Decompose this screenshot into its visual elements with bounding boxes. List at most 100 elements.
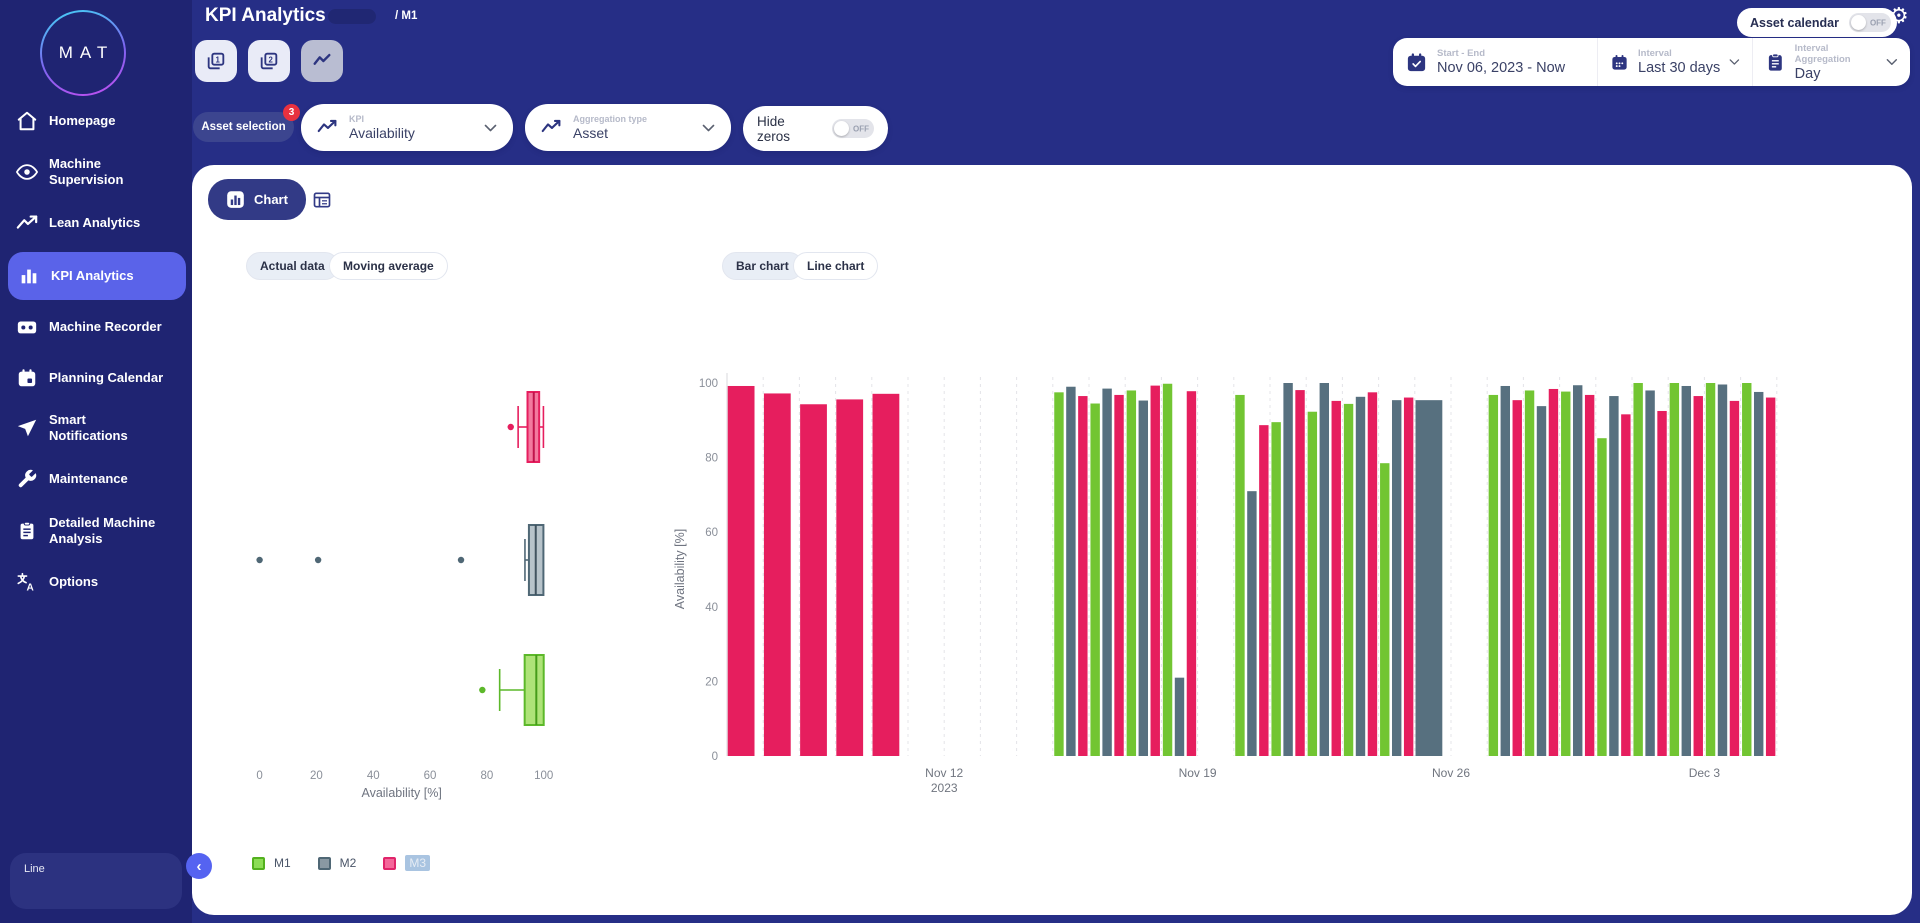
sidebar-item-lean-analytics[interactable]: Lean Analytics — [0, 205, 192, 241]
sidebar-collapse-button[interactable]: ‹ — [186, 853, 212, 879]
asset-calendar-label: Asset calendar — [1750, 15, 1839, 30]
line-tooltip-text: Line — [24, 863, 45, 875]
legend-swatch-m1 — [252, 856, 265, 870]
aggregation-type-dropdown[interactable]: Aggregation type Asset — [525, 104, 731, 151]
recorder-icon — [16, 316, 38, 338]
calendar-icon — [16, 367, 38, 389]
actual-data-button[interactable]: Actual data — [246, 252, 339, 280]
clipboard-icon — [16, 520, 38, 542]
svg-text:1: 1 — [216, 55, 221, 64]
legend-label: M3 — [405, 855, 431, 871]
sidebar-item-label: Maintenance — [49, 470, 128, 486]
aggregation-trend-icon — [541, 119, 561, 133]
chart-tab-icon — [227, 191, 244, 208]
svg-text:40: 40 — [367, 770, 380, 782]
interval-value: Last 30 days — [1638, 60, 1721, 76]
view-split-button[interactable]: 2 — [248, 40, 290, 82]
sidebar-item-kpi-analytics[interactable]: KPI Analytics — [8, 252, 186, 300]
sidebar-item-options[interactable]: A Options — [0, 564, 192, 600]
sidebar-item-machine-supervision[interactable]: Machine Supervision — [0, 150, 192, 194]
view-trend-button[interactable] — [301, 40, 343, 82]
bar-chart-icon — [18, 265, 40, 287]
legend-item-m1[interactable]: M1 — [252, 856, 291, 870]
asset-calendar-switch[interactable]: OFF — [1848, 13, 1891, 32]
asset-calendar-toggle[interactable]: Asset calendar OFF — [1737, 8, 1897, 37]
svg-text:Availability [%]: Availability [%] — [361, 786, 441, 800]
interval-aggregation-label: Interval Aggregation — [1794, 42, 1851, 65]
date-range-bar: Start - End Nov 06, 2023 - Now Interval … — [1393, 38, 1910, 86]
sidebar-item-homepage[interactable]: Homepage — [0, 103, 192, 139]
legend-label: M2 — [339, 856, 357, 870]
clipboard-icon — [1768, 52, 1782, 71]
kpi-dropdown[interactable]: KPI Availability — [301, 104, 513, 151]
sidebar-item-label: KPI Analytics — [51, 267, 134, 283]
svg-text:80: 80 — [705, 453, 718, 465]
kpi-value: Availability — [349, 125, 415, 141]
kpi-trend-icon — [317, 119, 337, 133]
hide-zeros-control: Hide zeros OFF — [743, 106, 888, 151]
gear-icon[interactable]: ⚙ — [1889, 4, 1909, 29]
sidebar-item-machine-recorder[interactable]: Machine Recorder — [0, 309, 192, 345]
svg-text:20: 20 — [310, 770, 323, 782]
sidebar-item-label: Detailed Machine Analysis — [49, 514, 156, 546]
hide-zeros-label: Hide zeros — [757, 113, 791, 144]
wrench-icon — [16, 468, 38, 490]
logo-text: MAT — [58, 43, 115, 62]
trend-line-icon — [313, 53, 331, 65]
svg-text:0: 0 — [256, 770, 262, 782]
view-single-button[interactable]: 1 — [195, 40, 237, 82]
tab-chart-label: Chart — [254, 192, 288, 207]
line-tooltip: Line — [10, 853, 182, 909]
tab-table[interactable] — [312, 190, 332, 210]
svg-text:2023: 2023 — [931, 781, 958, 795]
translate-icon: A — [16, 571, 38, 593]
svg-text:A: A — [27, 582, 35, 593]
svg-text:Nov 26: Nov 26 — [1432, 766, 1470, 780]
legend-item-m3[interactable]: M3 — [383, 855, 431, 871]
trending-up-icon — [16, 212, 38, 234]
home-icon — [16, 110, 38, 132]
sidebar-item-label: Smart Notifications — [49, 411, 128, 443]
moving-average-button[interactable]: Moving average — [329, 252, 448, 280]
bar-chart-button[interactable]: Bar chart — [722, 252, 803, 280]
chevron-down-icon — [1886, 59, 1898, 65]
sidebar-item-smart-notifications[interactable]: Smart Notifications — [0, 406, 192, 450]
legend-item-m2[interactable]: M2 — [317, 856, 357, 870]
sidebar-item-planning-calendar[interactable]: Planning Calendar — [0, 360, 192, 396]
tab-chart[interactable]: Chart — [208, 179, 306, 220]
asset-selection-badge: 3 — [283, 104, 300, 121]
breadcrumb: / M1 — [395, 10, 418, 22]
charts-canvas: 0 20 40 60 80 100 Availability [%] 0 20 40 60 80 100… — [256, 373, 1778, 800]
svg-text:0: 0 — [712, 751, 718, 763]
layers-1-icon: 1 — [207, 52, 225, 70]
start-end-value: Nov 06, 2023 - Now — [1437, 60, 1566, 76]
asset-selection-label: Asset selection — [201, 121, 286, 133]
app-logo: MAT — [40, 10, 126, 96]
sidebar-item-detailed-machine-analysis[interactable]: Detailed Machine Analysis — [0, 509, 192, 553]
chart-panel: Chart Actual data Moving average Bar cha… — [192, 165, 1912, 915]
page-title: KPI Analytics — [205, 5, 326, 26]
sidebar-item-label: Machine Recorder — [49, 318, 162, 334]
svg-text:20: 20 — [705, 676, 718, 688]
chevron-left-icon: ‹ — [196, 857, 202, 875]
interval-aggregation-select[interactable]: Interval Aggregation Day — [1752, 38, 1910, 86]
eye-icon — [16, 161, 38, 183]
calendar-icon — [1612, 54, 1627, 70]
start-end-picker[interactable]: Start - End Nov 06, 2023 - Now — [1393, 38, 1597, 86]
title-placeholder — [328, 9, 376, 24]
send-icon — [16, 417, 38, 439]
svg-text:Nov 12: Nov 12 — [925, 766, 963, 780]
chart-legend: M1 M2 M3 — [252, 855, 431, 871]
svg-text:40: 40 — [705, 602, 718, 614]
sidebar-item-maintenance[interactable]: Maintenance — [0, 461, 192, 497]
legend-swatch-m3 — [383, 856, 397, 870]
asset-selection-button[interactable]: Asset selection — [193, 112, 294, 142]
interval-aggregation-value: Day — [1794, 65, 1821, 82]
line-chart-button[interactable]: Line chart — [793, 252, 879, 280]
svg-text:Dec 3: Dec 3 — [1689, 766, 1721, 780]
interval-select[interactable]: Interval Last 30 days — [1597, 38, 1752, 86]
chevron-down-icon — [484, 124, 497, 131]
hide-zeros-switch[interactable]: OFF — [832, 119, 874, 138]
svg-text:100: 100 — [699, 378, 718, 390]
sidebar-item-label: Planning Calendar — [49, 369, 164, 385]
